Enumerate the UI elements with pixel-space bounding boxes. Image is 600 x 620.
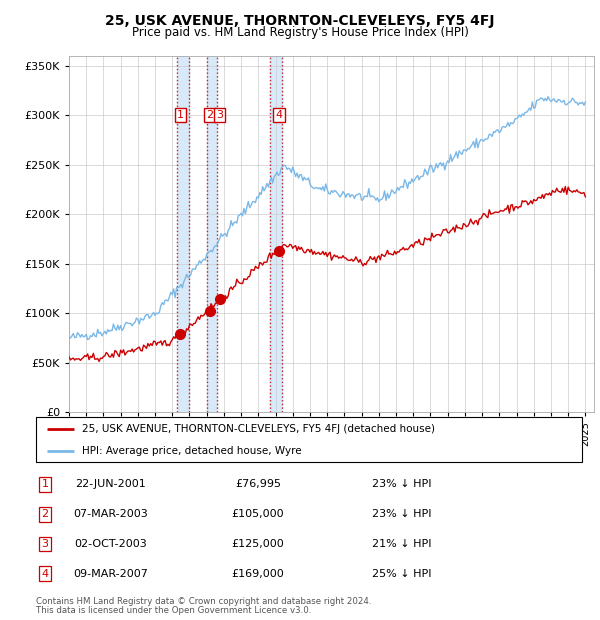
Text: This data is licensed under the Open Government Licence v3.0.: This data is licensed under the Open Gov…	[36, 606, 311, 615]
Bar	[271, 56, 283, 412]
Text: £105,000: £105,000	[232, 509, 284, 519]
Text: £169,000: £169,000	[232, 569, 284, 578]
Text: 23% ↓ HPI: 23% ↓ HPI	[372, 509, 431, 519]
Text: HPI: Average price, detached house, Wyre: HPI: Average price, detached house, Wyre	[82, 446, 302, 456]
Text: 3: 3	[216, 110, 223, 120]
FancyBboxPatch shape	[36, 417, 582, 462]
Text: 25, USK AVENUE, THORNTON-CLEVELEYS, FY5 4FJ: 25, USK AVENUE, THORNTON-CLEVELEYS, FY5 …	[105, 14, 495, 28]
Text: 22-JUN-2001: 22-JUN-2001	[76, 479, 146, 489]
Text: 07-MAR-2003: 07-MAR-2003	[74, 509, 148, 519]
Text: 4: 4	[41, 569, 49, 578]
Bar	[207, 56, 217, 412]
Text: 21% ↓ HPI: 21% ↓ HPI	[372, 539, 431, 549]
Bar	[178, 56, 188, 412]
Text: 25, USK AVENUE, THORNTON-CLEVELEYS, FY5 4FJ (detached house): 25, USK AVENUE, THORNTON-CLEVELEYS, FY5 …	[82, 424, 436, 435]
Text: 1: 1	[177, 110, 184, 120]
Text: 3: 3	[41, 539, 49, 549]
Text: 23% ↓ HPI: 23% ↓ HPI	[372, 479, 431, 489]
Text: 09-MAR-2007: 09-MAR-2007	[74, 569, 148, 578]
Text: 2: 2	[41, 509, 49, 519]
Text: Contains HM Land Registry data © Crown copyright and database right 2024.: Contains HM Land Registry data © Crown c…	[36, 597, 371, 606]
Text: 02-OCT-2003: 02-OCT-2003	[74, 539, 148, 549]
Text: 4: 4	[275, 110, 283, 120]
Text: 1: 1	[41, 479, 49, 489]
Text: Price paid vs. HM Land Registry's House Price Index (HPI): Price paid vs. HM Land Registry's House …	[131, 26, 469, 39]
Text: £76,995: £76,995	[235, 479, 281, 489]
Text: 2: 2	[206, 110, 214, 120]
Text: 25% ↓ HPI: 25% ↓ HPI	[372, 569, 431, 578]
Text: £125,000: £125,000	[232, 539, 284, 549]
